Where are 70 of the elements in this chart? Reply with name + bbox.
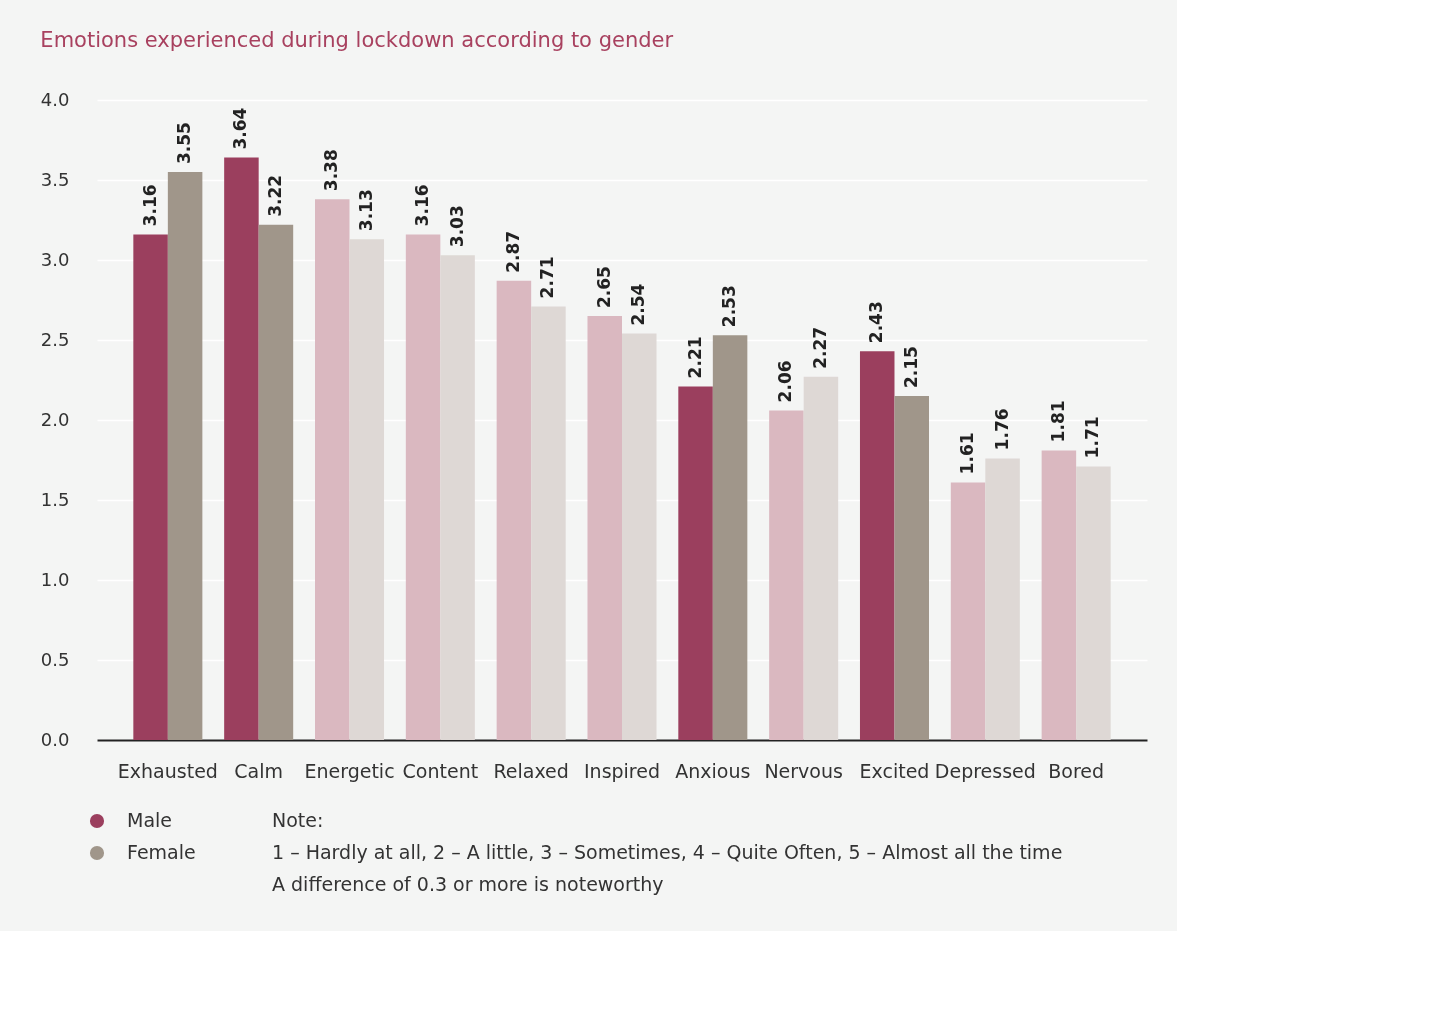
y-tick-label: 0.5 — [40, 648, 70, 670]
data-label: 3.55 — [174, 122, 195, 164]
y-tick-label: 0.0 — [40, 728, 70, 750]
y-tick-label: 4.0 — [40, 88, 70, 110]
bar — [167, 172, 203, 740]
data-label: 2.43 — [866, 301, 887, 344]
bar — [859, 351, 895, 740]
bar — [803, 376, 839, 740]
y-tick-label: 3.0 — [40, 248, 70, 270]
data-label: 2.53 — [719, 285, 740, 328]
x-tick-label: Exhausted — [117, 759, 218, 782]
bar — [950, 482, 986, 740]
data-label: 1.81 — [1047, 400, 1068, 443]
bar — [894, 396, 930, 740]
x-tick-label: Depressed — [934, 759, 1036, 782]
data-label: 3.13 — [355, 189, 376, 232]
bar — [224, 157, 259, 740]
x-tick-label: Bored — [1048, 759, 1105, 782]
bar — [349, 239, 385, 740]
bar — [133, 234, 168, 740]
data-label: 2.87 — [502, 230, 523, 273]
legend-label: Male — [127, 809, 173, 831]
bar — [1076, 466, 1111, 740]
data-label: 1.76 — [991, 408, 1012, 451]
bar — [258, 224, 294, 740]
bar — [587, 316, 622, 740]
bar — [496, 280, 532, 740]
x-tick-label: Energetic — [304, 759, 395, 782]
x-tick-label: Inspired — [583, 759, 661, 782]
data-label: 3.16 — [139, 184, 160, 227]
data-label: 3.16 — [412, 184, 433, 227]
bar — [314, 199, 350, 740]
bar — [985, 458, 1020, 740]
x-tick-label: Calm — [234, 759, 284, 782]
data-label: 1.71 — [1082, 416, 1103, 459]
data-label: 3.38 — [321, 149, 342, 192]
text: A difference of 0.3 or more is noteworthy — [272, 873, 664, 895]
data-label: 3.03 — [446, 205, 467, 248]
y-tick-label: 1.0 — [40, 568, 70, 590]
data-label: 2.27 — [809, 326, 830, 369]
x-tick-label: Content — [402, 759, 479, 782]
y-tick-label: 1.5 — [40, 488, 70, 510]
y-tick-label: 2.0 — [40, 408, 70, 430]
data-label: 2.06 — [775, 360, 796, 403]
data-label: 2.71 — [537, 256, 558, 299]
data-label: 2.15 — [900, 346, 921, 388]
bar — [622, 333, 657, 740]
data-label: 3.22 — [264, 174, 285, 217]
data-label: 2.65 — [593, 266, 614, 308]
data-label: 1.61 — [957, 432, 978, 475]
bar — [405, 234, 441, 740]
bar — [440, 255, 475, 740]
chart-title: Emotions experienced during lockdown according to gender — [40, 28, 674, 52]
data-label: 2.54 — [628, 283, 649, 326]
x-tick-label: Nervous — [764, 759, 843, 782]
bar — [678, 386, 713, 740]
y-tick-label: 3.5 — [40, 168, 70, 190]
bar — [712, 335, 748, 740]
x-tick-label: Excited — [859, 759, 930, 782]
data-label: 2.21 — [684, 336, 705, 379]
text: 1 – Hardly at all, 2 – A little, 3 – Sometimes, 4 – Quite Often, 5 – Almost all the time — [272, 841, 1063, 863]
legend-label: Female — [127, 841, 196, 863]
bar — [1041, 450, 1077, 740]
y-tick-label: 2.5 — [40, 328, 70, 350]
bar — [531, 306, 566, 740]
bar — [769, 410, 804, 740]
x-tick-label: Relaxed — [493, 759, 569, 782]
text: Note: — [272, 809, 324, 831]
x-tick-label: Anxious — [675, 759, 751, 782]
data-label: 3.64 — [230, 107, 251, 150]
